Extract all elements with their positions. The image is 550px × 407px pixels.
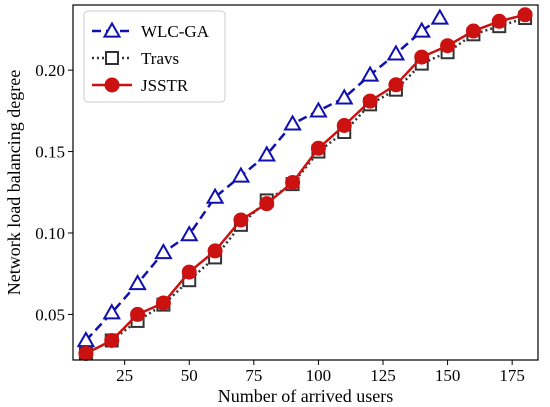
data-point — [388, 77, 404, 93]
x-tick-label: 100 — [306, 366, 332, 385]
x-tick-label: 175 — [499, 366, 525, 385]
plot-frame — [72, 4, 539, 361]
data-point — [283, 114, 302, 131]
y-tick-label: 0.05 — [35, 305, 65, 324]
legend-label: Travs — [141, 49, 179, 68]
legend-item: Travs — [92, 49, 179, 68]
data-point — [259, 196, 275, 212]
legend-item: JSSTR — [92, 76, 189, 95]
legend-item: WLC-GA — [92, 21, 210, 41]
x-tick-label: 125 — [370, 366, 396, 385]
x-axis-label: Number of arrived users — [218, 386, 393, 406]
data-point — [257, 145, 276, 162]
data-point — [465, 23, 481, 39]
x-tick-label: 75 — [245, 366, 262, 385]
series-layer — [76, 7, 533, 361]
legend-marker — [104, 77, 120, 93]
y-axis-label: Network load balancing degree — [4, 70, 24, 295]
legend-label: JSSTR — [141, 76, 189, 95]
x-tick-label: 25 — [116, 366, 133, 385]
data-point — [335, 88, 354, 105]
data-point — [181, 264, 197, 280]
data-point — [128, 273, 147, 291]
legend-marker — [105, 51, 119, 65]
data-point — [517, 7, 533, 23]
data-point — [491, 13, 507, 29]
legend: WLC-GA Travs JSSTR — [83, 10, 226, 103]
y-axis-ticks: 0.05 0.10 0.15 0.20 — [35, 61, 73, 324]
data-point — [78, 345, 94, 361]
y-tick-label: 0.10 — [35, 224, 65, 243]
y-tick-label: 0.15 — [35, 143, 65, 162]
data-point — [430, 8, 450, 25]
series-wlc-ga — [76, 8, 450, 348]
data-point — [440, 38, 456, 54]
data-point — [104, 332, 120, 348]
data-point — [154, 243, 173, 260]
legend-box — [83, 10, 226, 103]
data-point — [360, 65, 380, 82]
data-point — [309, 101, 328, 118]
data-point — [130, 306, 146, 322]
data-point — [285, 175, 301, 190]
legend-marker — [102, 21, 122, 38]
data-point — [310, 140, 326, 156]
x-tick-label: 150 — [435, 366, 461, 385]
data-point — [336, 118, 352, 134]
x-tick-label: 50 — [181, 366, 198, 385]
data-point — [412, 21, 431, 38]
data-point — [180, 225, 199, 242]
data-point — [155, 295, 171, 311]
x-axis-ticks: 25 50 75 100 125 150 175 — [116, 360, 525, 385]
legend-label: WLC-GA — [141, 22, 210, 41]
series-jsstr — [78, 7, 533, 361]
data-point — [386, 44, 406, 61]
data-point — [207, 243, 223, 259]
data-point — [102, 303, 121, 320]
data-point — [233, 212, 249, 228]
data-point — [231, 166, 251, 183]
data-point — [414, 49, 430, 65]
data-point — [362, 93, 378, 109]
y-tick-label: 0.20 — [35, 61, 65, 80]
data-point — [205, 187, 225, 204]
